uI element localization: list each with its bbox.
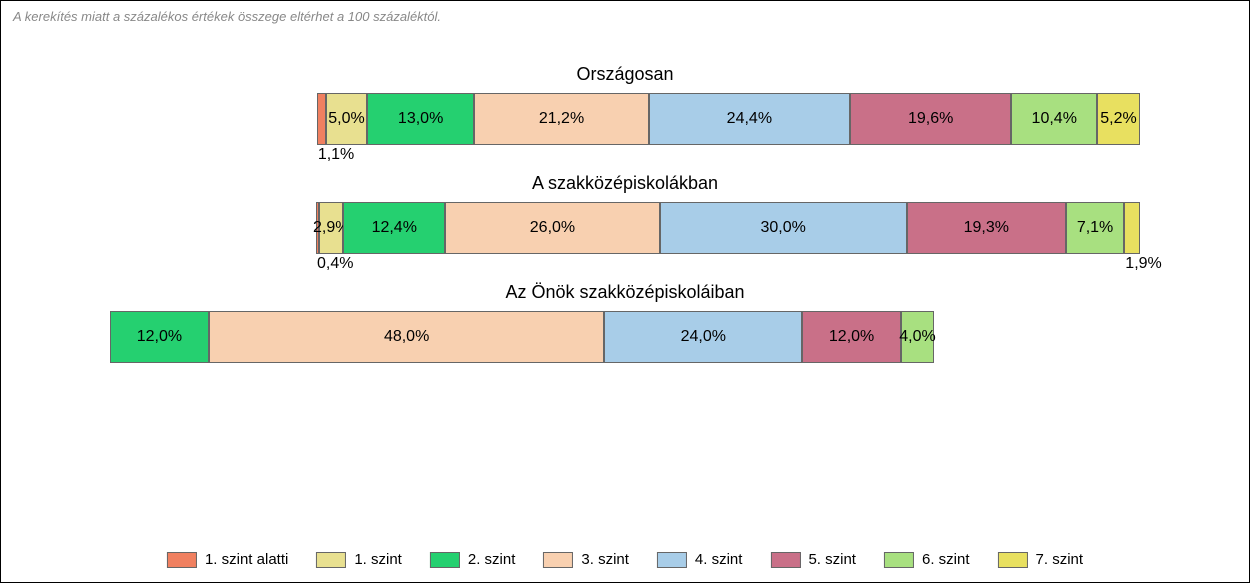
bar-stack: 12,0% 48,0% 24,0% 12,0% 4,0% bbox=[110, 311, 934, 363]
legend-label: 1. szint alatti bbox=[205, 551, 288, 568]
segment-label: 12,4% bbox=[372, 219, 417, 237]
bar-group: Az Önök szakközépiskoláiban 12,0% 48,0% 24,… bbox=[110, 282, 1140, 363]
bar-group: A szakközépiskolákban0,4%2,9%12,4%26,0%3… bbox=[110, 173, 1140, 254]
legend-label: 6. szint bbox=[922, 551, 970, 568]
bar-group: Országosan 1,1%5,0% 13,0% 21,2% 24,4% 19,6% 10… bbox=[110, 64, 1140, 145]
legend-swatch bbox=[430, 552, 460, 568]
bar-segment: 26,0% bbox=[445, 202, 659, 254]
segment-label: 24,0% bbox=[681, 328, 726, 346]
bars-area: Országosan1,1%5,0%13,0%21,2%24,4%19,6%10… bbox=[110, 64, 1140, 363]
bar-segment: 19,3% bbox=[907, 202, 1066, 254]
segment-label: 5,2% bbox=[1100, 110, 1136, 128]
segment-label: 1,9% bbox=[1125, 255, 1161, 273]
bar-segment: 30,0% bbox=[660, 202, 907, 254]
bar-segment: 48,0% bbox=[209, 311, 605, 363]
rounding-note: A kerekítés miatt a százalékos értékek ö… bbox=[13, 9, 1237, 24]
segment-label: 24,4% bbox=[727, 110, 772, 128]
legend-item: 3. szint bbox=[543, 551, 629, 568]
segment-label: 19,6% bbox=[908, 110, 953, 128]
legend-label: 4. szint bbox=[695, 551, 743, 568]
legend-swatch bbox=[657, 552, 687, 568]
legend-swatch bbox=[167, 552, 197, 568]
segment-label: 7,1% bbox=[1077, 219, 1113, 237]
legend-swatch bbox=[316, 552, 346, 568]
legend-label: 5. szint bbox=[808, 551, 856, 568]
legend-swatch bbox=[998, 552, 1028, 568]
bar-segment: 5,0% bbox=[326, 93, 367, 145]
legend-swatch bbox=[884, 552, 914, 568]
chart-container: A kerekítés miatt a százalékos értékek ö… bbox=[0, 0, 1250, 583]
bar-segment: 24,0% bbox=[604, 311, 802, 363]
bar-row: 12,0% 48,0% 24,0% 12,0% 4,0% bbox=[110, 311, 1140, 363]
legend: 1. szint alatti 1. szint 2. szint 3. szint 4… bbox=[167, 551, 1083, 568]
segment-label: 13,0% bbox=[398, 110, 443, 128]
bar-segment: 12,4% bbox=[343, 202, 445, 254]
bar-row: 0,4%2,9%12,4%26,0%30,0%19,3%7,1%1,9% bbox=[110, 202, 1140, 254]
legend-swatch bbox=[770, 552, 800, 568]
segment-label: 21,2% bbox=[539, 110, 584, 128]
segment-label: 19,3% bbox=[964, 219, 1009, 237]
segment-label: 30,0% bbox=[760, 219, 805, 237]
legend-swatch bbox=[543, 552, 573, 568]
bar-stack: 1,1%5,0% 13,0% 21,2% 24,4% 19,6% 10,4% 5,2% bbox=[317, 93, 1140, 145]
bar-segment: 4,0% bbox=[901, 311, 934, 363]
segment-label: 0,4% bbox=[317, 255, 353, 273]
segment-label: 10,4% bbox=[1032, 110, 1077, 128]
bar-segment: 2,9% bbox=[319, 202, 343, 254]
bar-segment: 19,6% bbox=[850, 93, 1012, 145]
segment-label: 4,0% bbox=[899, 328, 935, 346]
legend-label: 1. szint bbox=[354, 551, 402, 568]
bar-segment: 21,2% bbox=[474, 93, 649, 145]
bar-segment: 5,2% bbox=[1097, 93, 1140, 145]
legend-label: 3. szint bbox=[581, 551, 629, 568]
bar-segment: 1,9% bbox=[1124, 202, 1140, 254]
segment-label: 48,0% bbox=[384, 328, 429, 346]
bar-stack: 0,4%2,9%12,4%26,0%30,0%19,3%7,1%1,9% bbox=[316, 202, 1140, 254]
bar-segment: 13,0% bbox=[367, 93, 474, 145]
legend-item: 1. szint bbox=[316, 551, 402, 568]
bar-segment: 12,0% bbox=[802, 311, 901, 363]
segment-label: 12,0% bbox=[137, 328, 182, 346]
legend-item: 7. szint bbox=[998, 551, 1084, 568]
bar-title: A szakközépiskolákban bbox=[110, 173, 1140, 194]
legend-label: 7. szint bbox=[1036, 551, 1084, 568]
legend-item: 2. szint bbox=[430, 551, 516, 568]
legend-item: 6. szint bbox=[884, 551, 970, 568]
legend-item: 4. szint bbox=[657, 551, 743, 568]
bar-segment: 7,1% bbox=[1066, 202, 1125, 254]
legend-label: 2. szint bbox=[468, 551, 516, 568]
bar-segment: 24,4% bbox=[649, 93, 850, 145]
segment-label: 12,0% bbox=[829, 328, 874, 346]
legend-item: 5. szint bbox=[770, 551, 856, 568]
segment-label: 5,0% bbox=[328, 110, 364, 128]
bar-row: 1,1%5,0% 13,0% 21,2% 24,4% 19,6% 10,4% 5,2% bbox=[110, 93, 1140, 145]
bar-segment: 12,0% bbox=[110, 311, 209, 363]
bar-segment: 1,1% bbox=[317, 93, 326, 145]
bar-segment: 10,4% bbox=[1011, 93, 1097, 145]
segment-label: 26,0% bbox=[530, 219, 575, 237]
bar-title: Országosan bbox=[110, 64, 1140, 85]
segment-label: 1,1% bbox=[318, 146, 354, 164]
bar-title: Az Önök szakközépiskoláiban bbox=[110, 282, 1140, 303]
legend-item: 1. szint alatti bbox=[167, 551, 288, 568]
